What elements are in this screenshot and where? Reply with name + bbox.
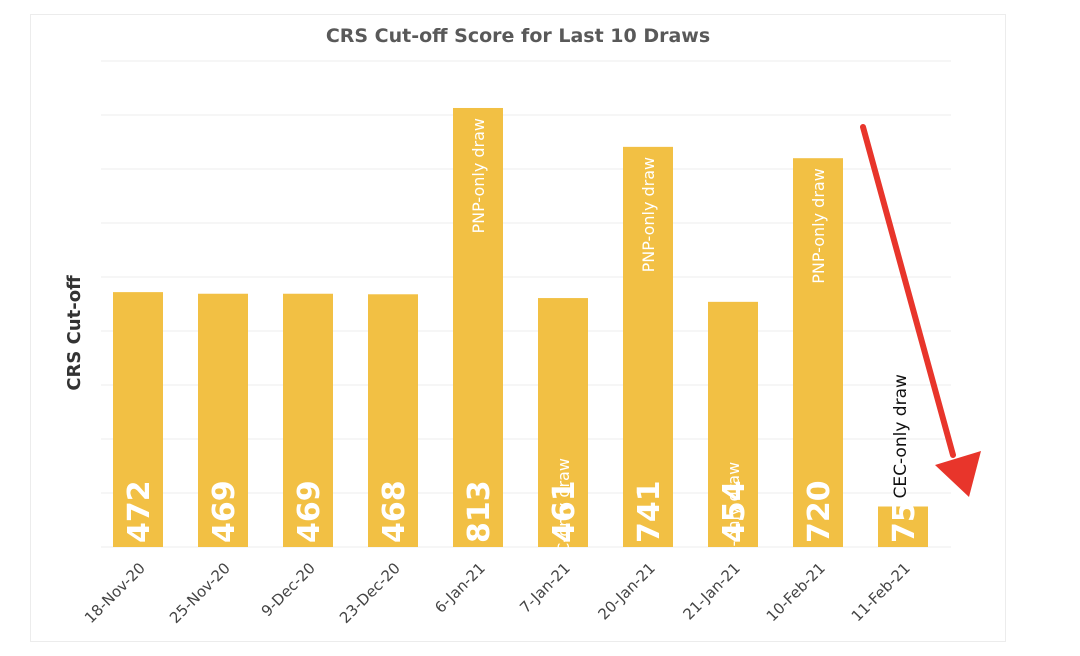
- x-tick-label: 20-Jan-21: [595, 559, 659, 623]
- chart-title: CRS Cut-off Score for Last 10 Draws: [326, 25, 710, 47]
- data-label: 469: [207, 480, 242, 543]
- data-label: 75: [887, 501, 922, 543]
- bar: [283, 293, 333, 547]
- bar-annotation: CEC-only draw: [891, 374, 911, 498]
- data-label: 720: [802, 480, 837, 543]
- trend-arrow: [860, 124, 981, 497]
- x-tick-label: 9-Dec-20: [258, 559, 319, 620]
- data-label: 454: [717, 480, 752, 543]
- data-label: 472: [122, 480, 157, 543]
- arrow-head: [935, 451, 981, 497]
- bar-annotation: CEC-only draw: [554, 458, 573, 575]
- arrow-shaft: [860, 124, 956, 458]
- bar: [113, 292, 163, 547]
- bar: [708, 301, 758, 547]
- y-axis-label: CRS Cut-off: [64, 275, 85, 391]
- x-tick-label: 23-Dec-20: [336, 559, 404, 627]
- x-tick-label: 6-Jan-21: [431, 559, 489, 617]
- bar-annotation: PNP-only draw: [809, 168, 828, 284]
- data-label: 469: [292, 480, 327, 543]
- bar: [878, 506, 928, 547]
- x-tick-label: 11-Feb-21: [848, 559, 914, 625]
- x-tick-label: 25-Nov-20: [166, 559, 234, 627]
- data-label: 741: [632, 480, 667, 543]
- bar: [793, 158, 843, 547]
- bar: [538, 298, 588, 547]
- bar-chart: CRS Cut-off Score for Last 10 Draws CRS …: [64, 25, 981, 627]
- bar: [453, 107, 503, 547]
- bar-annotation: CEC-only draw: [724, 462, 743, 579]
- bar: [198, 293, 248, 547]
- x-tick-label: 10-Feb-21: [763, 559, 829, 625]
- x-tick-label: 21-Jan-21: [680, 559, 744, 623]
- data-label: 813: [462, 480, 497, 543]
- bar-annotation: PNP-only draw: [639, 157, 658, 273]
- x-axis-ticks: 18-Nov-20 25-Nov-20 9-Dec-20 23-Dec-20 6-Jan…: [81, 559, 914, 627]
- data-label: 461: [547, 480, 582, 543]
- bar: [623, 146, 673, 548]
- x-tick-label: 7-Jan-21: [516, 559, 574, 617]
- bars: [113, 107, 928, 548]
- bar: [368, 294, 418, 547]
- x-tick-label: 18-Nov-20: [81, 559, 149, 627]
- data-label: 468: [377, 480, 412, 543]
- bar-annotation: PNP-only draw: [469, 118, 488, 234]
- chart-frame: CRS Cut-off Score for Last 10 Draws CRS …: [30, 14, 1006, 642]
